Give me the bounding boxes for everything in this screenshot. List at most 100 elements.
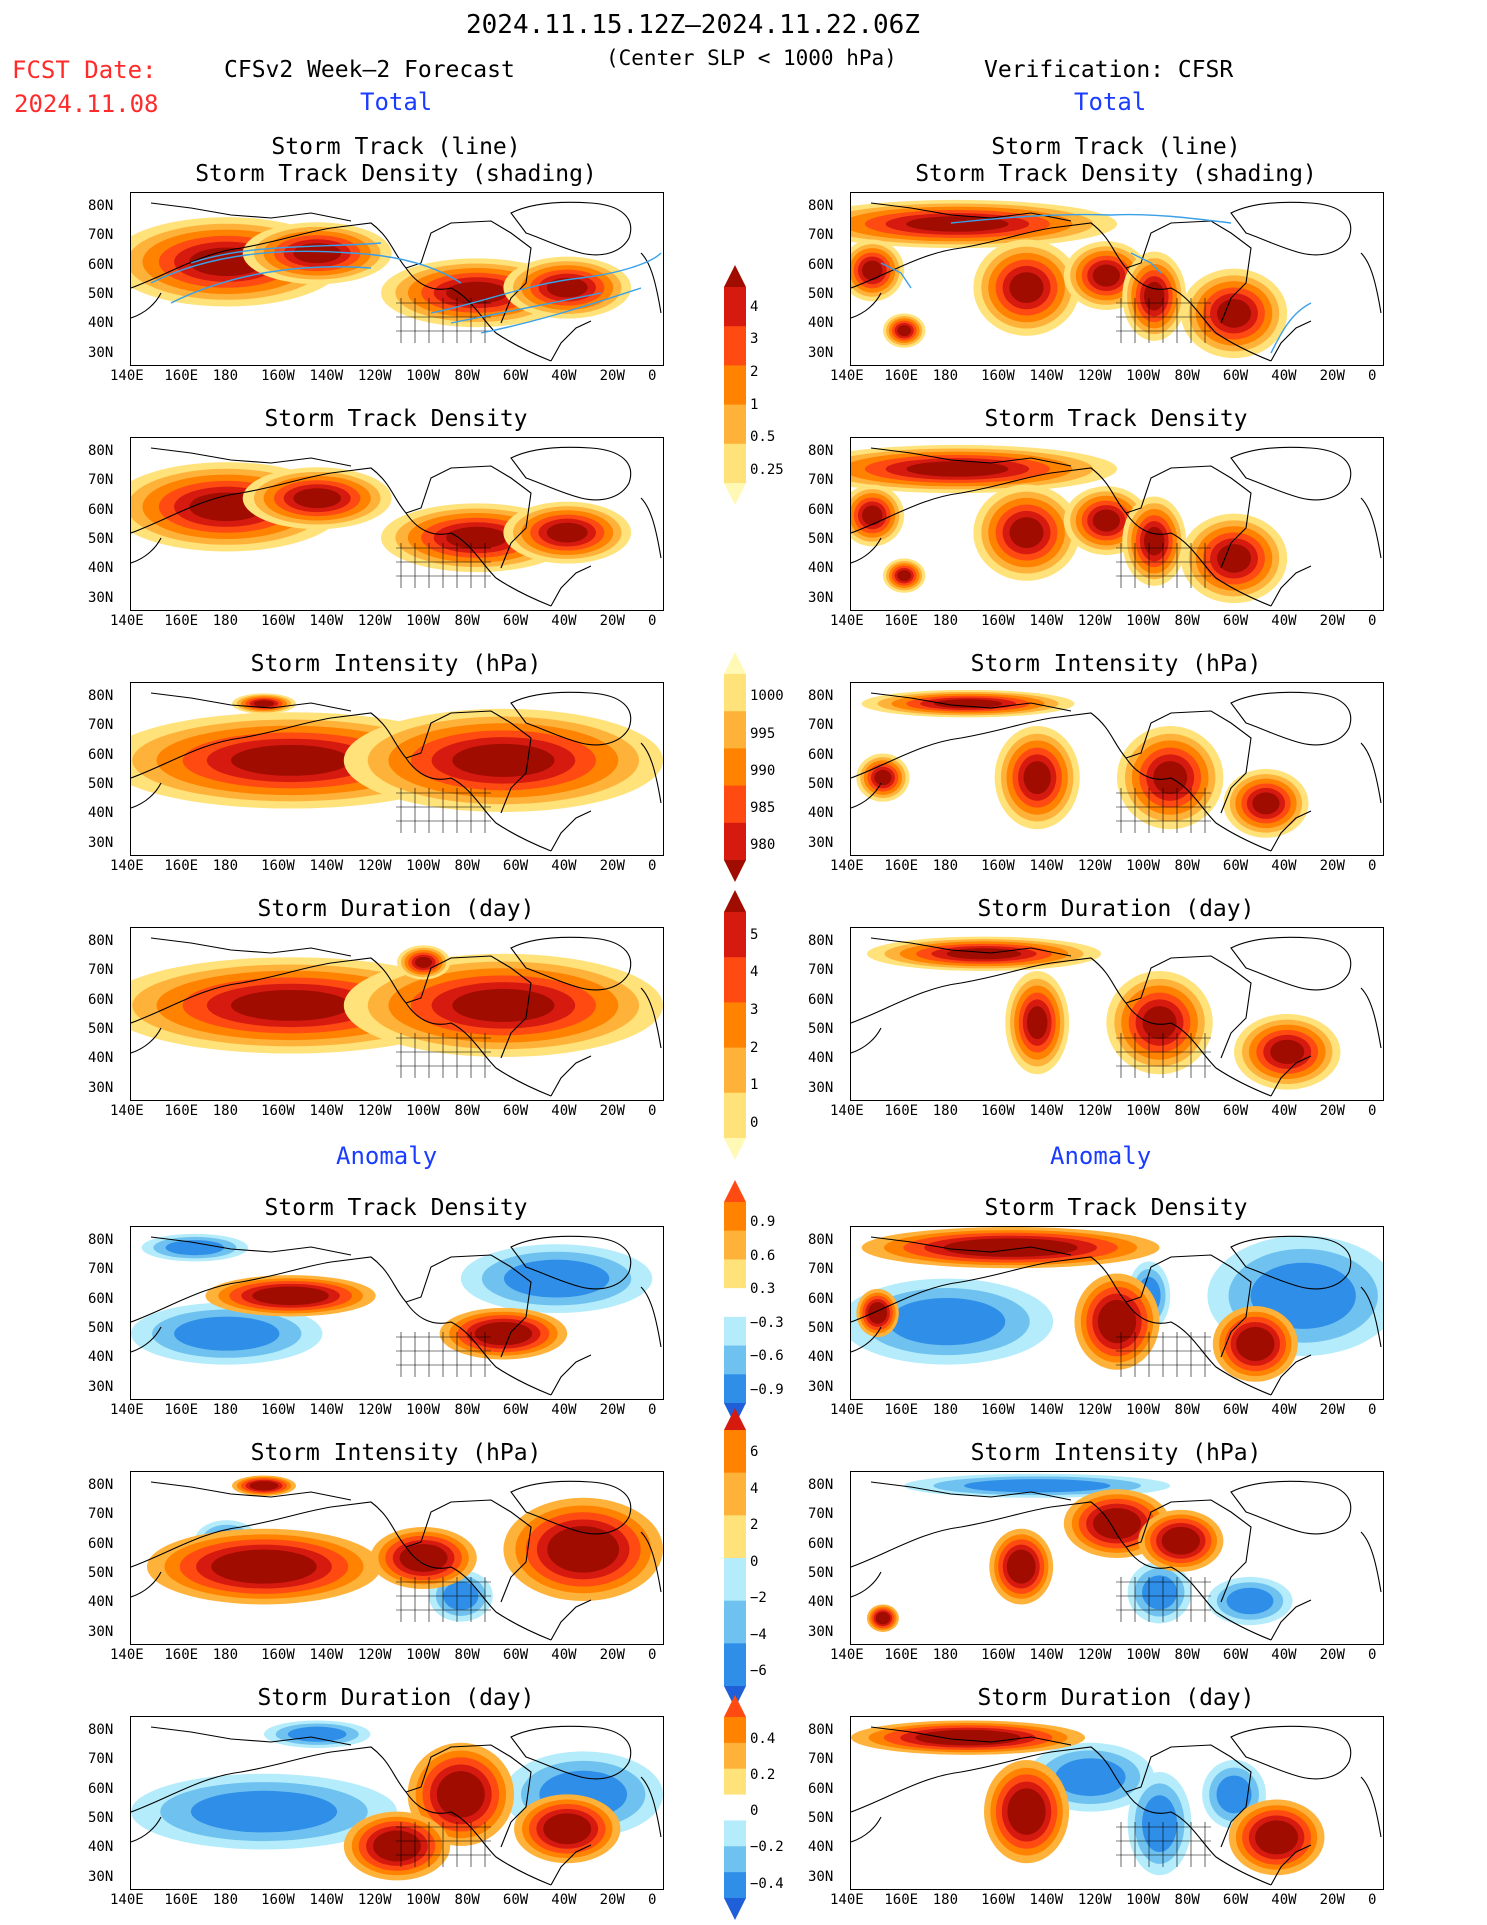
coastline bbox=[1230, 201, 1352, 256]
longitude-label: 0 bbox=[1368, 1103, 1377, 1119]
coastline bbox=[851, 1256, 1272, 1396]
colorbar-segment bbox=[724, 1288, 746, 1318]
latitude-label: 40N bbox=[808, 315, 834, 332]
coastline bbox=[405, 1499, 532, 1603]
latitude-label: 30N bbox=[808, 589, 834, 606]
coastline bbox=[1125, 1499, 1252, 1603]
longitude-label: 100W bbox=[1126, 1402, 1160, 1418]
density-shading bbox=[933, 699, 1003, 709]
latitude-label: 70N bbox=[808, 962, 834, 979]
density-shading bbox=[293, 243, 342, 264]
coastline bbox=[640, 1531, 662, 1593]
negative-anomaly-shading bbox=[1142, 1575, 1178, 1610]
coastline bbox=[150, 447, 352, 467]
panel-title: Storm Duration (day) bbox=[257, 896, 535, 922]
longitude-label: 40W bbox=[1271, 1402, 1297, 1418]
positive-anomaly-shading bbox=[1099, 1512, 1135, 1535]
storm-track-line bbox=[430, 252, 662, 314]
coastline bbox=[1360, 1531, 1382, 1593]
colorbar-label: 0 bbox=[750, 1803, 759, 1820]
latitude-label: 50N bbox=[808, 1809, 834, 1826]
right-model-label: Verification: CFSR bbox=[984, 57, 1234, 83]
latitude-label: 70N bbox=[808, 472, 834, 489]
latitude-label: 30N bbox=[808, 344, 834, 361]
coastline bbox=[1230, 936, 1352, 991]
colorbar bbox=[724, 1180, 746, 1425]
colorbar bbox=[724, 1408, 746, 1708]
colorbar-label: −6 bbox=[750, 1663, 767, 1680]
map-panel bbox=[850, 1226, 1384, 1400]
coastline bbox=[640, 252, 662, 314]
density-shading bbox=[897, 570, 912, 582]
coastline bbox=[150, 202, 352, 222]
positive-anomaly-shading bbox=[263, 1289, 318, 1303]
longitude-label: 140W bbox=[1029, 858, 1064, 874]
latitude-label: 70N bbox=[88, 1506, 114, 1523]
negative-anomaly-shading bbox=[1226, 1587, 1274, 1615]
coastline bbox=[851, 1816, 882, 1843]
latitude-label: 60N bbox=[808, 1290, 834, 1307]
latitude-label: 80N bbox=[88, 1477, 114, 1493]
longitude-label: 120W bbox=[357, 613, 392, 629]
positive-anomaly-shading bbox=[406, 1548, 441, 1568]
positive-anomaly-shading bbox=[877, 1613, 889, 1623]
panel-title: Storm Track Density bbox=[264, 1195, 528, 1221]
coastline bbox=[1125, 955, 1252, 1059]
panel-title: Storm Track (line) bbox=[271, 134, 521, 160]
latitude-label: 50N bbox=[808, 775, 834, 792]
coastline bbox=[550, 565, 592, 607]
storm-track-line bbox=[1270, 302, 1312, 354]
longitude-label: 60W bbox=[1222, 1402, 1249, 1418]
latitude-label: 70N bbox=[88, 227, 114, 244]
latitude-label: 50N bbox=[88, 285, 114, 302]
coastline bbox=[870, 937, 1072, 957]
latitude-label: 70N bbox=[88, 472, 114, 489]
page-title: 2024.11.15.12Z–2024.11.22.06Z bbox=[466, 10, 920, 40]
density-shading bbox=[546, 277, 588, 298]
coastline bbox=[510, 1235, 632, 1290]
coastline bbox=[851, 1326, 882, 1353]
longitude-label: 140W bbox=[1029, 1647, 1064, 1663]
coastline bbox=[550, 1599, 592, 1641]
left-model-label: CFSv2 Week–2 Forecast bbox=[224, 57, 515, 83]
longitude-label: 160E bbox=[884, 858, 919, 874]
colorbar-label: 1 bbox=[750, 1077, 759, 1094]
coastline bbox=[131, 1326, 162, 1353]
positive-anomaly-shading bbox=[962, 1241, 1059, 1255]
longitude-label: 160W bbox=[261, 1647, 295, 1663]
longitude-label: 0 bbox=[1368, 613, 1377, 629]
longitude-label: 0 bbox=[648, 1402, 657, 1418]
longitude-label: 120W bbox=[1077, 858, 1112, 874]
colorbar-segment bbox=[724, 1600, 746, 1644]
latitude-label: 30N bbox=[808, 834, 834, 851]
longitude-label: 160W bbox=[981, 368, 1015, 384]
colorbar-segment bbox=[724, 443, 746, 484]
latitude-label: 60N bbox=[808, 1780, 834, 1797]
latitude-label: 40N bbox=[88, 1839, 114, 1856]
longitude-label: 100W bbox=[406, 1647, 440, 1663]
coastline bbox=[405, 465, 532, 569]
colorbar-segment bbox=[724, 1872, 746, 1899]
colorbar-segment bbox=[724, 1374, 746, 1404]
positive-anomaly-shading bbox=[930, 1732, 1006, 1744]
longitude-label: 160E bbox=[164, 1647, 199, 1663]
colorbar-segment bbox=[724, 748, 746, 787]
storm-track-line bbox=[150, 250, 462, 284]
colorbar-segment bbox=[724, 1230, 746, 1260]
latitude-label: 60N bbox=[808, 746, 834, 763]
panel-title: Storm Track Density bbox=[264, 406, 528, 432]
map-panel bbox=[850, 682, 1384, 856]
latitude-label: 80N bbox=[88, 688, 114, 704]
longitude-label: 160W bbox=[261, 368, 295, 384]
colorbar-bottom-arrow bbox=[724, 860, 746, 882]
longitude-label: 120W bbox=[357, 858, 392, 874]
coastline bbox=[870, 692, 1072, 712]
positive-anomaly-shading bbox=[482, 1325, 524, 1342]
colorbar-label: 5 bbox=[750, 926, 759, 943]
colorbar-top-arrow bbox=[724, 652, 746, 674]
coastline bbox=[1360, 1286, 1382, 1348]
negative-anomaly-shading bbox=[165, 1240, 225, 1256]
latitude-label: 30N bbox=[808, 1868, 834, 1885]
longitude-label: 80W bbox=[1174, 1892, 1200, 1908]
latitude-label: 80N bbox=[808, 933, 834, 949]
